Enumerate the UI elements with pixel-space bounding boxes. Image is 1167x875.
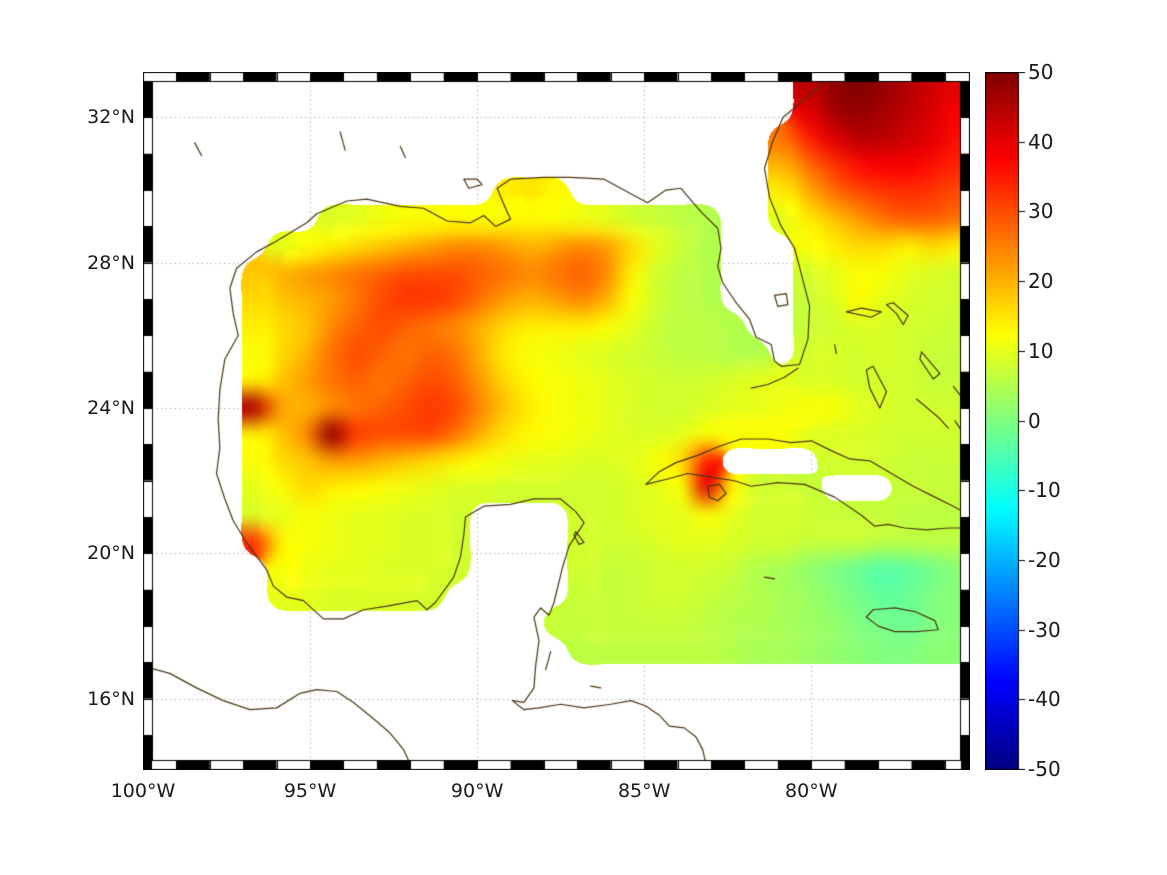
colorbar-tick-label: 30: [1028, 199, 1054, 224]
colorbar-tick-label: 0: [1028, 408, 1041, 433]
lat-tick-label: 32°N: [87, 106, 135, 129]
colorbar-canvas: [985, 72, 1029, 770]
lon-tick-label: 95°W: [283, 780, 337, 802]
lon-tick-label: 85°W: [617, 780, 671, 802]
lat-tick-label: 16°N: [87, 687, 135, 710]
lat-tick-label: 24°N: [87, 397, 135, 420]
lon-tick-label: 100°W: [110, 780, 176, 802]
colorbar-tick-label: -20: [1028, 547, 1061, 572]
colorbar-tick-label: -50: [1028, 757, 1061, 781]
colorbar-tick-label: -40: [1028, 687, 1061, 712]
lat-tick-label: 20°N: [87, 542, 135, 565]
colorbar-tick-label: -30: [1028, 617, 1061, 642]
map-heatmap-canvas: [143, 72, 970, 770]
colorbar-tick-label: 40: [1028, 129, 1054, 154]
colorbar-tick-label: 10: [1028, 338, 1054, 363]
lon-tick-label: 80°W: [785, 780, 838, 802]
lon-tick-label: 90°W: [450, 780, 504, 802]
colorbar-tick-label: 50: [1028, 60, 1054, 84]
colorbar-tick-label: -10: [1028, 478, 1061, 503]
lat-tick-label: 28°N: [87, 251, 135, 274]
colorbar-tick-label: 20: [1028, 269, 1054, 294]
